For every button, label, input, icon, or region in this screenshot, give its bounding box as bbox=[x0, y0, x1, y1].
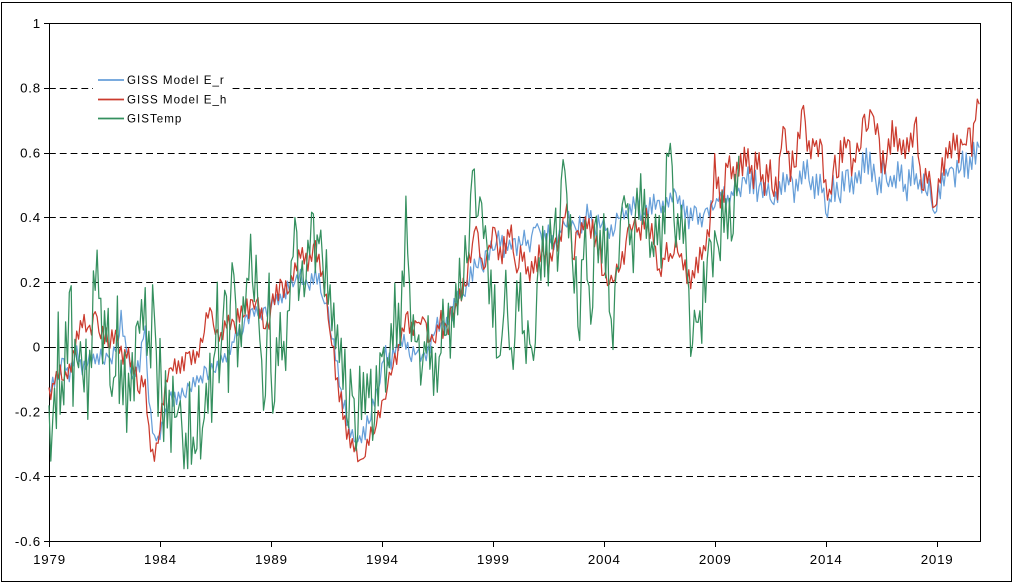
svg-text:0.8: 0.8 bbox=[20, 81, 41, 96]
svg-text:2009: 2009 bbox=[699, 552, 732, 567]
svg-text:1989: 1989 bbox=[255, 552, 288, 567]
svg-text:-0.4: -0.4 bbox=[15, 469, 41, 484]
svg-text:2004: 2004 bbox=[588, 552, 621, 567]
svg-text:-0.6: -0.6 bbox=[15, 534, 41, 549]
svg-text:1979: 1979 bbox=[33, 552, 66, 567]
svg-text:0: 0 bbox=[33, 340, 41, 355]
svg-text:1999: 1999 bbox=[477, 552, 510, 567]
svg-text:1: 1 bbox=[33, 16, 41, 31]
svg-text:2019: 2019 bbox=[921, 552, 954, 567]
svg-text:GISS Model E_h: GISS Model E_h bbox=[127, 93, 227, 106]
svg-text:GISS Model E_r: GISS Model E_r bbox=[127, 74, 225, 87]
svg-text:0.6: 0.6 bbox=[20, 145, 41, 160]
svg-text:1994: 1994 bbox=[366, 552, 399, 567]
svg-text:0.4: 0.4 bbox=[20, 210, 41, 225]
svg-text:GISTemp: GISTemp bbox=[127, 112, 182, 125]
svg-text:-0.2: -0.2 bbox=[15, 404, 41, 419]
svg-text:0.2: 0.2 bbox=[20, 275, 41, 290]
svg-text:1984: 1984 bbox=[144, 552, 177, 567]
svg-text:2014: 2014 bbox=[810, 552, 843, 567]
